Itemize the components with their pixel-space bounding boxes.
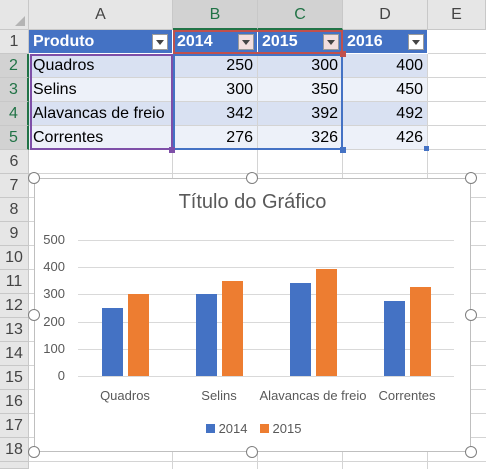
chart-resize-handle-sw[interactable] (28, 446, 40, 458)
filter-dropdown-icon[interactable] (323, 34, 339, 50)
row-header-19[interactable] (0, 462, 29, 469)
y-tick-label[interactable]: 0 (57, 368, 65, 383)
row-header-10[interactable]: 10 (0, 246, 29, 270)
column-header-b[interactable]: B (173, 0, 258, 30)
gridline[interactable] (78, 322, 454, 323)
select-all-corner[interactable] (0, 0, 29, 30)
table-header-2016[interactable]: 2016 (343, 30, 428, 54)
header-label: 2014 (177, 33, 213, 50)
gridline[interactable] (78, 376, 454, 377)
chart-resize-handle-n[interactable] (246, 172, 258, 184)
header-label: 2016 (347, 33, 383, 50)
table-header-2014[interactable]: 2014 (173, 30, 258, 54)
table-cell[interactable]: Selins (29, 78, 173, 102)
range-resize-handle[interactable] (340, 51, 346, 57)
row-header-1[interactable]: 1 (0, 30, 29, 54)
table-cell[interactable]: Correntes (29, 126, 173, 150)
row-header-11[interactable]: 11 (0, 270, 29, 294)
row-header-14[interactable]: 14 (0, 342, 29, 366)
bar-2015-2[interactable] (315, 269, 337, 376)
column-header-a[interactable]: A (29, 0, 173, 30)
row-header-6[interactable]: 6 (0, 150, 29, 174)
chart-resize-handle-s[interactable] (246, 446, 258, 458)
y-tick-label[interactable]: 200 (43, 314, 65, 329)
header-label: 2015 (262, 33, 298, 50)
row-header-4[interactable]: 4 (0, 102, 29, 126)
legend-item-2015[interactable]: 2015 (259, 421, 302, 436)
table-cell[interactable]: 392 (258, 102, 343, 126)
row-header-8[interactable]: 8 (0, 198, 29, 222)
chart-title[interactable]: Título do Gráfico (178, 191, 327, 213)
table-header-2015[interactable]: 2015 (258, 30, 343, 54)
chart-resize-handle-e[interactable] (465, 309, 477, 321)
chart-resize-handle-nw[interactable] (28, 172, 40, 184)
plot-area[interactable]: 0 100 200 300 400 500 Quadros Selins Alavancas d… (35, 179, 472, 453)
x-tick-label[interactable]: Quadros (100, 388, 150, 403)
range-resize-handle[interactable] (169, 147, 175, 153)
x-tick-label[interactable]: Alavancas de freio (259, 388, 367, 403)
column-header-e[interactable]: E (428, 0, 486, 30)
row-header-3[interactable]: 3 (0, 78, 29, 102)
x-tick-label[interactable]: Correntes (378, 388, 436, 403)
row-header-2[interactable]: 2 (0, 54, 29, 78)
bar-chart[interactable]: Título do Gráfico 0 100 200 300 400 500 Quadro… (34, 178, 471, 452)
gridline[interactable] (78, 294, 454, 295)
filter-dropdown-icon[interactable] (152, 34, 168, 50)
bar-2014-2[interactable] (289, 282, 311, 376)
table-cell[interactable]: 276 (173, 126, 258, 150)
table-cell[interactable]: Quadros (29, 54, 173, 78)
legend-swatch (205, 424, 215, 433)
table-cell[interactable]: Alavancas de freio (29, 102, 173, 126)
legend-swatch (259, 424, 269, 433)
bar-2014-0[interactable] (101, 308, 123, 376)
row-header-16[interactable]: 16 (0, 390, 29, 414)
row-header-7[interactable]: 7 (0, 174, 29, 198)
row-header-18[interactable]: 18 (0, 438, 29, 462)
bar-2014-1[interactable] (195, 294, 217, 376)
legend-item-2014[interactable]: 2014 (205, 421, 248, 436)
table-cell[interactable]: 300 (173, 78, 258, 102)
row-header-5[interactable]: 5 (0, 126, 29, 150)
y-tick-label[interactable]: 400 (43, 259, 65, 274)
table-cell[interactable]: 450 (343, 78, 428, 102)
filter-dropdown-icon[interactable] (238, 34, 254, 50)
chart-resize-handle-ne[interactable] (465, 172, 477, 184)
bar-2015-1[interactable] (221, 280, 243, 376)
bar-2015-3[interactable] (409, 287, 431, 376)
filter-dropdown-icon[interactable] (408, 34, 424, 50)
table-cell[interactable]: 492 (343, 102, 428, 126)
gridline[interactable] (78, 349, 454, 350)
column-header-d[interactable]: D (343, 0, 428, 30)
table-cell[interactable]: 300 (258, 54, 343, 78)
row-header-9[interactable]: 9 (0, 222, 29, 246)
bar-2015-0[interactable] (127, 294, 149, 376)
table-cell[interactable]: 326 (258, 126, 343, 150)
row-header-12[interactable]: 12 (0, 294, 29, 318)
chart-resize-handle-se[interactable] (465, 446, 477, 458)
y-tick-label[interactable]: 100 (43, 341, 65, 356)
table-cell[interactable]: 350 (258, 78, 343, 102)
table-cell[interactable]: 342 (173, 102, 258, 126)
table-cell[interactable]: 426 (343, 126, 428, 150)
table-resize-handle[interactable] (424, 146, 429, 151)
chart-legend[interactable]: 2014 2015 (35, 421, 472, 436)
chart-resize-handle-w[interactable] (28, 309, 40, 321)
bar-2014-3[interactable] (383, 300, 405, 376)
gridline[interactable] (78, 240, 454, 241)
column-header-c[interactable]: C (258, 0, 343, 30)
table-cell[interactable]: 400 (343, 54, 428, 78)
range-resize-handle[interactable] (340, 147, 346, 153)
row-header-15[interactable]: 15 (0, 366, 29, 390)
y-tick-label[interactable]: 500 (43, 232, 65, 247)
header-label: Produto (33, 33, 95, 50)
legend-label: 2014 (218, 421, 248, 436)
y-tick-label[interactable]: 300 (43, 286, 65, 301)
legend-label: 2015 (272, 421, 302, 436)
gridline[interactable] (78, 267, 454, 268)
row-header-13[interactable]: 13 (0, 318, 29, 342)
table-cell[interactable]: 250 (173, 54, 258, 78)
x-tick-label[interactable]: Selins (201, 388, 237, 403)
row-header-17[interactable]: 17 (0, 414, 29, 438)
table-header-produto[interactable]: Produto (29, 30, 173, 54)
